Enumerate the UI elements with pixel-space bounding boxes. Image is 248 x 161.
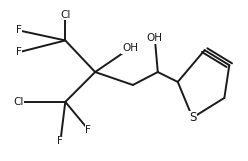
Text: F: F bbox=[58, 137, 63, 147]
Text: S: S bbox=[189, 111, 196, 124]
Text: OH: OH bbox=[147, 33, 163, 43]
Text: F: F bbox=[16, 47, 22, 57]
Text: Cl: Cl bbox=[13, 97, 24, 107]
Text: F: F bbox=[16, 25, 22, 35]
Text: OH: OH bbox=[122, 43, 138, 53]
Text: F: F bbox=[85, 124, 91, 134]
Text: Cl: Cl bbox=[60, 10, 70, 20]
